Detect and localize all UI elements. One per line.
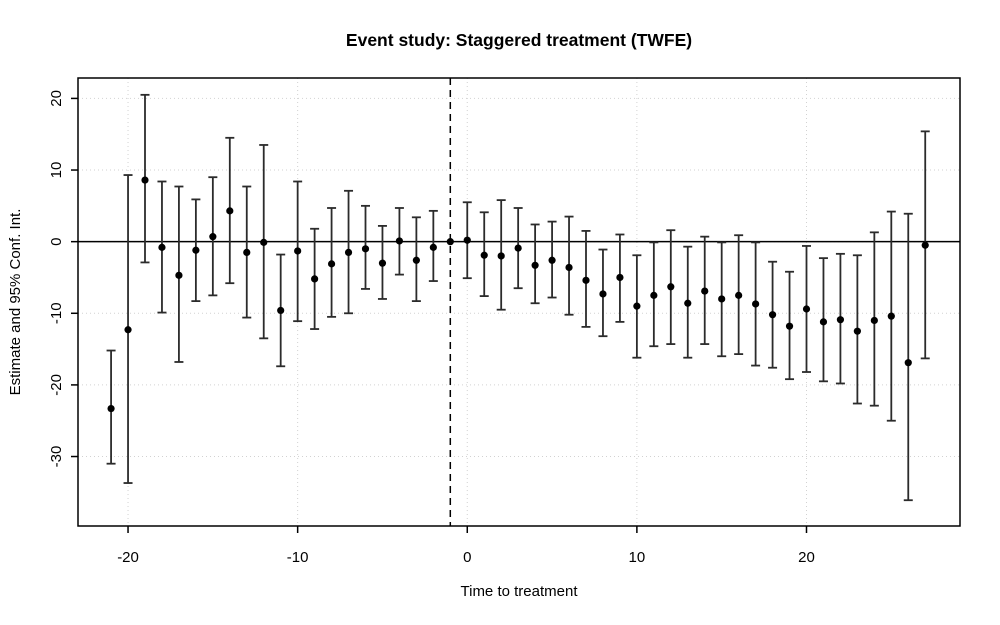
x-tick-label: 0 xyxy=(463,549,471,566)
estimate-point xyxy=(650,291,658,299)
estimate-point xyxy=(548,256,556,264)
estimate-point xyxy=(158,243,166,251)
estimate-point xyxy=(921,241,929,249)
estimate-point xyxy=(141,176,149,184)
estimate-point xyxy=(684,299,692,307)
y-tick-label: 10 xyxy=(48,162,65,179)
estimate-point xyxy=(531,261,539,269)
estimate-point xyxy=(361,245,370,253)
estimate-point xyxy=(412,256,420,264)
x-tick-label: 20 xyxy=(798,549,815,566)
estimate-point xyxy=(378,259,387,267)
y-tick-label: 20 xyxy=(48,90,65,107)
estimate-point xyxy=(701,287,709,295)
estimate-point xyxy=(311,275,319,283)
estimate-point xyxy=(514,244,522,252)
y-tick-label: -20 xyxy=(48,374,65,396)
estimate-point xyxy=(327,260,336,268)
plot-border xyxy=(77,77,961,527)
estimate-point xyxy=(667,283,675,291)
estimate-point xyxy=(633,302,641,310)
x-axis-label: Time to treatment xyxy=(461,583,579,600)
x-tick-label: -20 xyxy=(117,549,139,566)
estimate-point xyxy=(616,273,624,282)
estimate-point xyxy=(853,327,861,335)
estimate-point xyxy=(226,207,234,215)
estimate-point xyxy=(395,237,404,245)
y-tick-label: -30 xyxy=(48,446,65,468)
estimate-point xyxy=(802,305,811,313)
estimate-point xyxy=(277,306,285,315)
estimate-point xyxy=(599,290,607,298)
estimate-point xyxy=(344,248,353,257)
estimate-point xyxy=(819,318,828,326)
estimate-point xyxy=(752,300,760,308)
estimate-point xyxy=(463,236,471,244)
estimate-point xyxy=(480,251,488,259)
estimate-point xyxy=(718,295,726,303)
estimate-point xyxy=(887,312,895,320)
estimate-point xyxy=(175,271,183,279)
estimate-point xyxy=(192,246,200,254)
chart-title: Event study: Staggered treatment (TWFE) xyxy=(346,30,692,50)
x-tick-label: 10 xyxy=(629,549,646,566)
estimate-point xyxy=(904,359,912,367)
x-tick-label: -10 xyxy=(287,549,309,566)
estimate-point xyxy=(107,404,115,413)
estimate-point xyxy=(294,247,302,255)
estimate-point xyxy=(124,326,132,334)
estimate-point xyxy=(735,291,743,299)
estimate-point xyxy=(836,316,845,324)
y-axis-label: Estimate and 95% Conf. Int. xyxy=(7,209,24,396)
estimate-point xyxy=(582,276,590,284)
estimate-point xyxy=(243,248,251,257)
estimate-point xyxy=(565,263,573,272)
estimate-point xyxy=(429,243,437,251)
estimate-point xyxy=(446,238,454,246)
estimate-point xyxy=(209,233,217,241)
plot-area: -20 -10 0 10 20 -30 -20 -10 0 10 20 xyxy=(48,77,961,566)
estimate-point xyxy=(768,311,777,319)
estimate-point xyxy=(870,316,878,325)
estimate-point xyxy=(785,322,794,330)
y-tick-label: 0 xyxy=(48,237,65,245)
estimate-point xyxy=(260,238,268,246)
y-tick-label: -10 xyxy=(48,302,65,324)
estimate-point xyxy=(497,252,505,260)
